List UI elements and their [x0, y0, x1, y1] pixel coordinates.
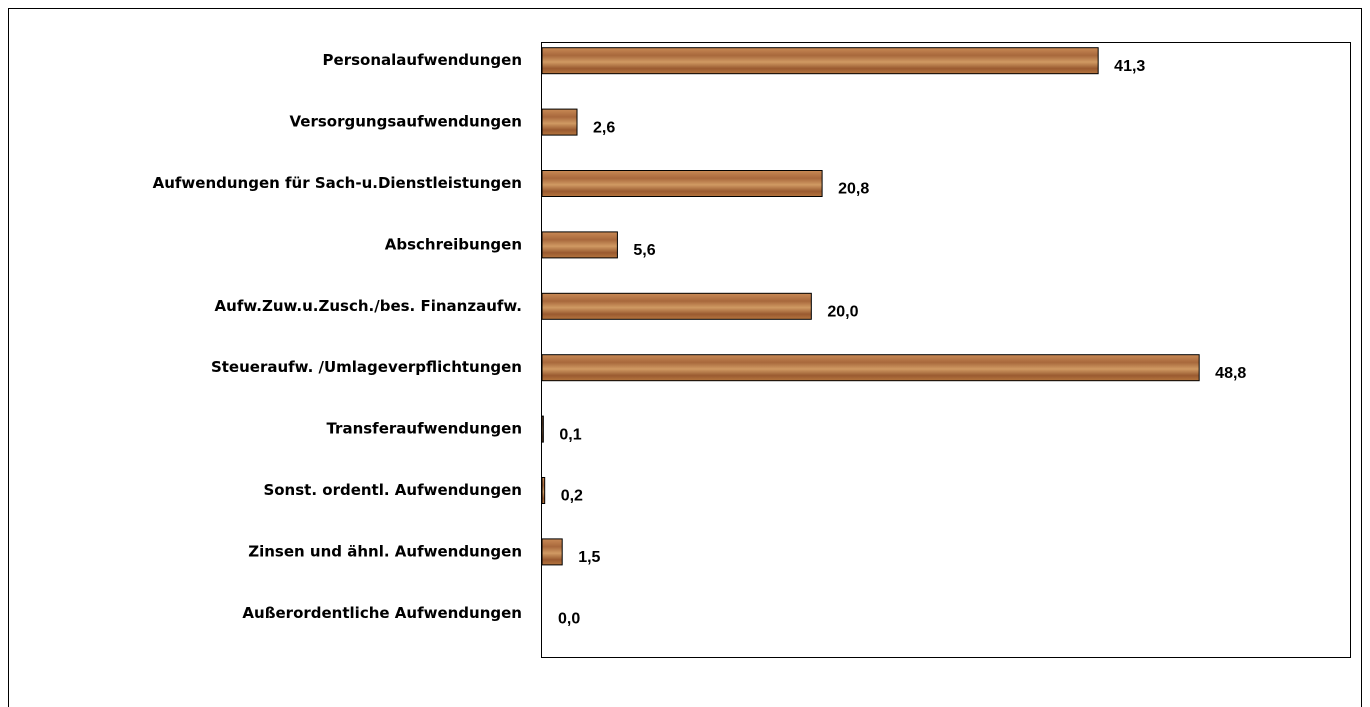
- value-label: 0,1: [559, 426, 581, 443]
- value-label: 0,2: [561, 488, 583, 505]
- frame: [8, 8, 1362, 707]
- value-label: 0,0: [558, 611, 580, 628]
- bar: [541, 477, 546, 504]
- bar: [541, 47, 1099, 75]
- bar: [541, 292, 812, 320]
- category-label: Steueraufw. /Umlageverpflichtungen: [211, 358, 522, 376]
- value-label: 5,6: [633, 242, 655, 259]
- bar: [541, 538, 563, 566]
- category-label: Zinsen und ähnl. Aufwendungen: [248, 542, 522, 560]
- bar: [541, 354, 1200, 382]
- bar: [541, 231, 618, 259]
- value-label: 20,0: [827, 304, 858, 321]
- category-label: Versorgungsaufwendungen: [290, 113, 522, 131]
- category-label: Außerordentliche Aufwendungen: [242, 604, 522, 622]
- plot-area: [541, 42, 1351, 658]
- value-label: 1,5: [578, 549, 600, 566]
- category-label: Personalaufwendungen: [323, 51, 522, 69]
- category-label: Transferaufwendungen: [326, 420, 522, 438]
- bar: [541, 108, 578, 136]
- category-label: Aufw.Zuw.u.Zusch./bes. Finanzaufw.: [215, 297, 522, 315]
- value-label: 2,6: [593, 119, 615, 136]
- category-label: Aufwendungen für Sach-u.Dienstleistungen: [153, 174, 522, 192]
- value-label: 41,3: [1114, 58, 1145, 75]
- category-label: Abschreibungen: [385, 235, 522, 253]
- value-label: 48,8: [1215, 365, 1246, 382]
- category-label: Sonst. ordentl. Aufwendungen: [263, 481, 522, 499]
- value-label: 20,8: [838, 181, 869, 198]
- bar: [541, 170, 823, 197]
- bar: [541, 415, 544, 443]
